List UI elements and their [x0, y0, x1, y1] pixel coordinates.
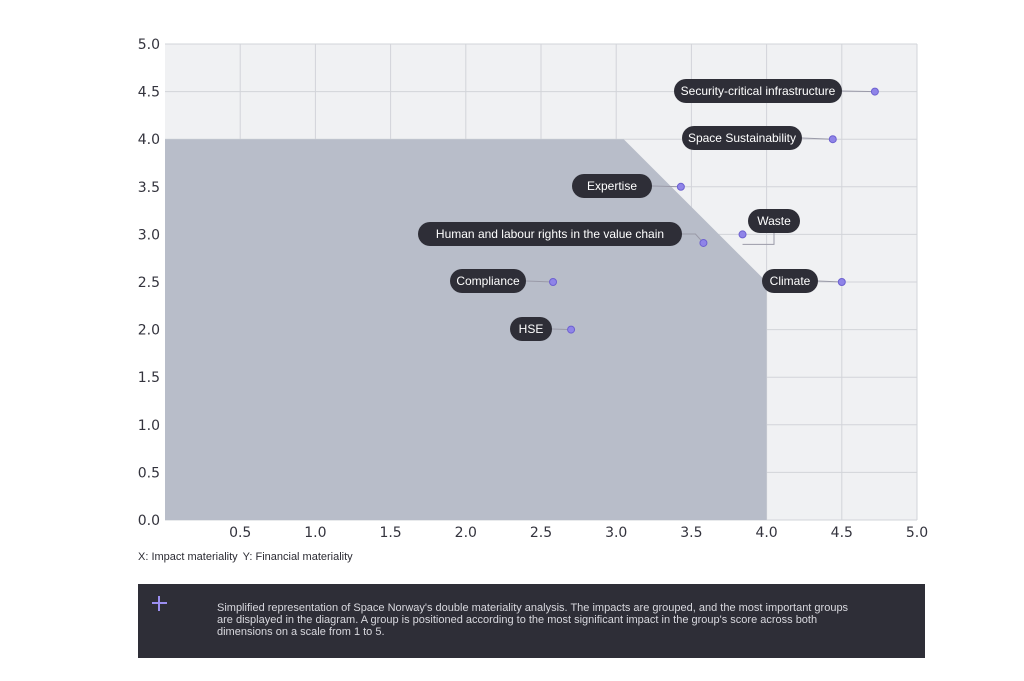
y-tick-label: 2.0 [138, 323, 160, 339]
x-tick-label: 4.5 [831, 525, 853, 541]
data-point [828, 135, 837, 144]
y-tick-label: 3.0 [138, 227, 160, 243]
point-label: Space Sustainability [688, 131, 796, 145]
x-tick-label: 3.5 [680, 525, 702, 541]
y-tick-label: 0.0 [138, 513, 160, 529]
tick-labels: 0.5 1.0 1.5 2.0 2.5 3.0 3.5 4.0 4.5 5.0 0.0 0.5 1.0 1… [138, 37, 928, 541]
x-tick-label: 1.5 [379, 525, 401, 541]
point-label: Security-critical infrastructure [681, 84, 836, 98]
point-labels: Security-critical infrastructure Space Su… [418, 79, 842, 341]
data-point [738, 230, 747, 239]
connector-line [801, 137, 833, 140]
connector-line [841, 90, 875, 93]
label-pill [762, 269, 818, 293]
data-point [549, 278, 558, 286]
label-pill [450, 269, 526, 293]
connector-line [525, 280, 554, 283]
x-axis-note: X: Impact materiality [138, 551, 238, 563]
y-tick-label: 4.5 [138, 85, 160, 101]
label-pill [510, 317, 552, 341]
label-pill [674, 79, 842, 103]
point-label: Compliance [456, 274, 520, 288]
point-label: Expertise [587, 179, 637, 193]
data-point [567, 325, 576, 334]
shaded-region [165, 139, 767, 520]
y-tick-label: 2.5 [138, 275, 160, 291]
y-tick-label: 4.0 [138, 132, 160, 148]
label-pill [682, 126, 802, 150]
y-tick-label: 1.0 [138, 418, 160, 434]
x-tick-label: 5.0 [906, 525, 928, 541]
x-tick-label: 2.5 [530, 525, 552, 541]
y-tick-label: 3.5 [138, 180, 160, 196]
data-point [870, 87, 879, 96]
x-tick-label: 1.0 [304, 525, 326, 541]
point-label: Climate [770, 274, 811, 288]
x-tick-label: 3.0 [605, 525, 627, 541]
info-box: Simplified representation of Space Norwa… [138, 584, 925, 658]
label-pill [748, 209, 800, 233]
y-tick-label: 0.5 [138, 465, 160, 481]
info-text: Simplified representation of Space Norwa… [217, 602, 849, 638]
label-pill [572, 174, 652, 198]
connector-line [682, 233, 704, 244]
materiality-chart: 0.5 1.0 1.5 2.0 2.5 3.0 3.5 4.0 4.5 5.0 0.0 0.5 1.0 1… [138, 37, 928, 541]
data-point [699, 238, 708, 247]
label-pill [418, 222, 682, 246]
x-tick-label: 4.0 [755, 525, 777, 541]
x-tick-label: 0.5 [229, 525, 251, 541]
plus-icon[interactable] [152, 596, 167, 611]
connector-line [651, 185, 681, 188]
connector-line [742, 233, 775, 245]
y-axis-note: Y: Financial materiality [242, 551, 353, 563]
x-tick-label: 2.0 [455, 525, 477, 541]
data-point [837, 278, 846, 286]
axis-legend: X: Impact materiality Y: Financial materi… [138, 551, 358, 563]
y-tick-label: 5.0 [138, 37, 160, 53]
point-label: HSE [519, 322, 544, 336]
point-label: Waste [757, 214, 791, 228]
data-points [549, 87, 879, 334]
data-point [676, 182, 685, 191]
y-tick-label: 1.5 [138, 370, 160, 386]
point-label: Human and labour rights in the value cha… [436, 227, 664, 241]
connectors [525, 90, 875, 331]
